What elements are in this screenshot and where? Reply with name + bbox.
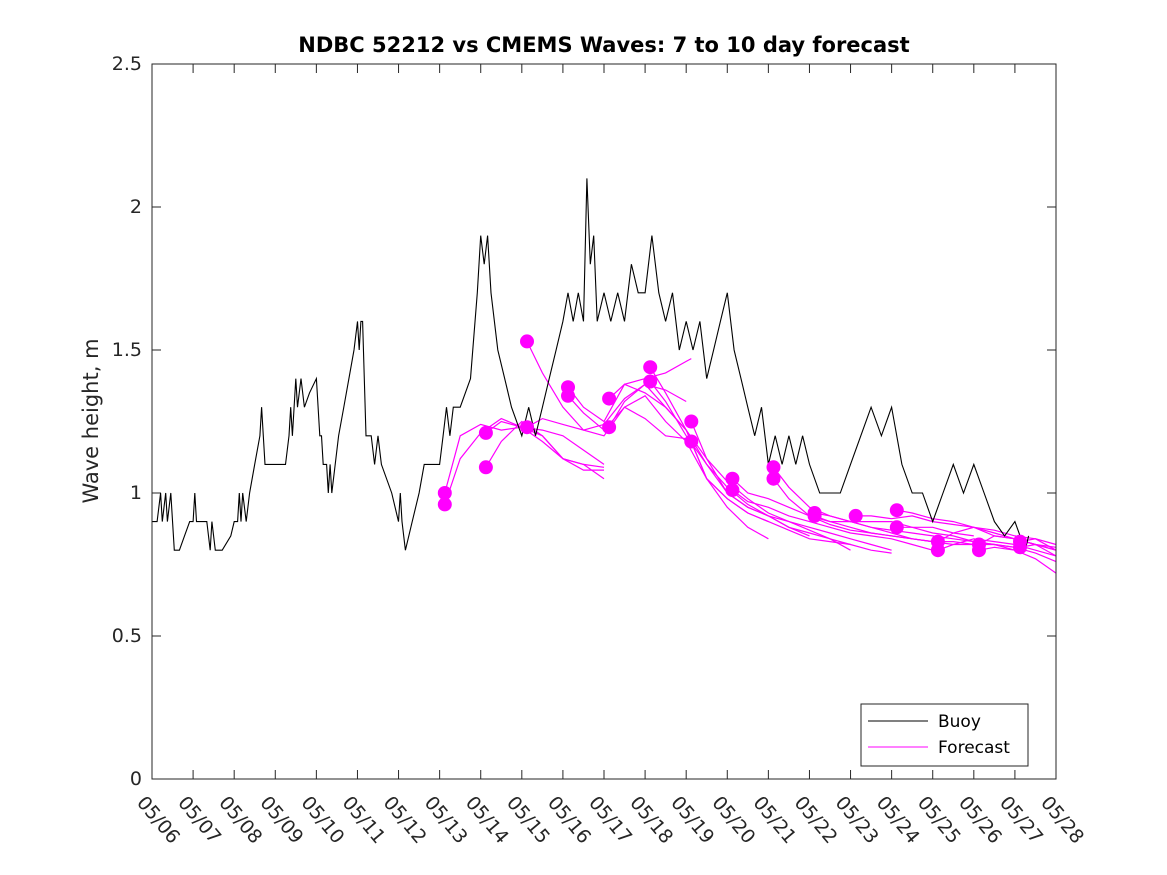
y-tick-label: 0 [130, 768, 142, 790]
forecast-start-point [684, 434, 699, 449]
axes-box [151, 63, 1057, 780]
y-tick-label: 0.5 [112, 625, 142, 647]
chart-title: NDBC 52212 vs CMEMS Waves: 7 to 10 day f… [298, 33, 909, 57]
forecast-start-point [972, 543, 986, 558]
forecast-line [649, 366, 851, 546]
legend-box [860, 703, 1029, 767]
forecast-start-point [602, 420, 617, 435]
forecast-line [937, 538, 1057, 557]
y-axis-ticks: 0 0.5 1 1.5 2 2.5 [112, 53, 1056, 790]
legend-buoy-label: Buoy [938, 712, 981, 732]
forecast-start-point [602, 391, 617, 406]
forecast-start-point [520, 420, 534, 435]
forecast-start-point [766, 471, 781, 486]
series-layer [152, 178, 1057, 574]
y-tick-label: 1.5 [112, 339, 142, 361]
forecast-start-point [561, 388, 575, 403]
forecast-start-point [643, 374, 658, 389]
forecast-line [485, 420, 605, 465]
y-tick-label: 1 [130, 482, 142, 504]
forecast-line [773, 466, 974, 537]
forecast-start-point [848, 508, 863, 523]
forecast-start-point [807, 508, 822, 523]
forecast-line [732, 489, 933, 551]
forecast-start-point [1013, 540, 1027, 555]
y-axis-label: Wave height, m [79, 338, 103, 503]
forecast-line [526, 341, 687, 440]
forecast-start-point [478, 425, 493, 440]
forecast-start-point [478, 460, 493, 475]
forecast-start-point [725, 483, 740, 498]
y-tick-label: 2 [130, 196, 142, 218]
forecast-line [649, 381, 851, 551]
forecast-start-point [930, 543, 945, 558]
forecast-start-point [643, 360, 658, 375]
forecast-start-point [684, 414, 699, 429]
forecast-start-point [889, 503, 904, 518]
legend-forecast-label: Forecast [938, 738, 1010, 758]
forecast-line [690, 421, 892, 551]
buoy-line [152, 178, 1030, 553]
forecast-start-point [437, 497, 452, 512]
legend: Buoy Forecast [860, 703, 1029, 767]
forecast-line [690, 441, 892, 554]
y-tick-label: 2.5 [112, 53, 142, 75]
forecast-line [485, 420, 605, 468]
forecast-start-point [889, 520, 904, 535]
forecast-start-point [520, 334, 534, 349]
